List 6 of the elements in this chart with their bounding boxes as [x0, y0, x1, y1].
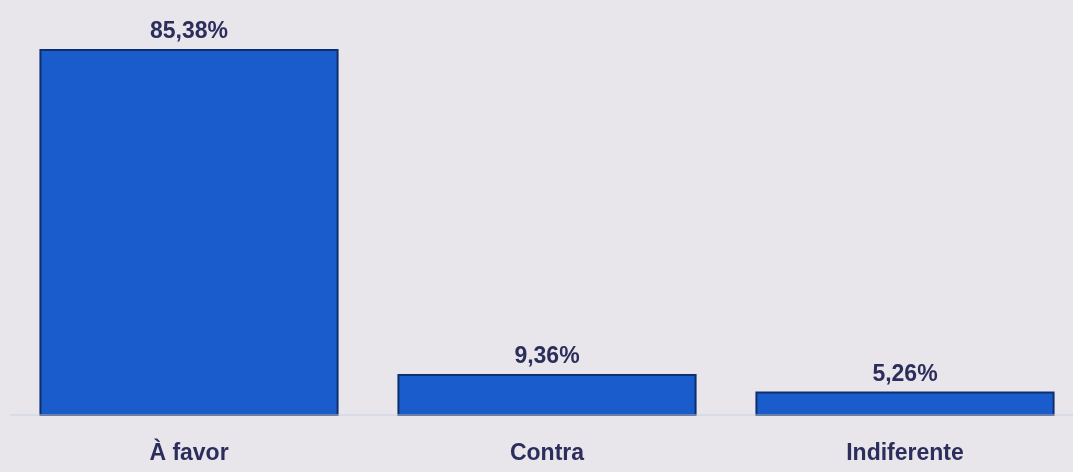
- data-label: 9,36%: [514, 341, 580, 368]
- x-tick-label: Indiferente: [846, 439, 964, 465]
- x-tick-label: À favor: [149, 438, 229, 465]
- x-tick-label: Contra: [509, 439, 585, 465]
- data-label: 85,38%: [149, 17, 229, 43]
- data-label: 5,26%: [872, 359, 938, 386]
